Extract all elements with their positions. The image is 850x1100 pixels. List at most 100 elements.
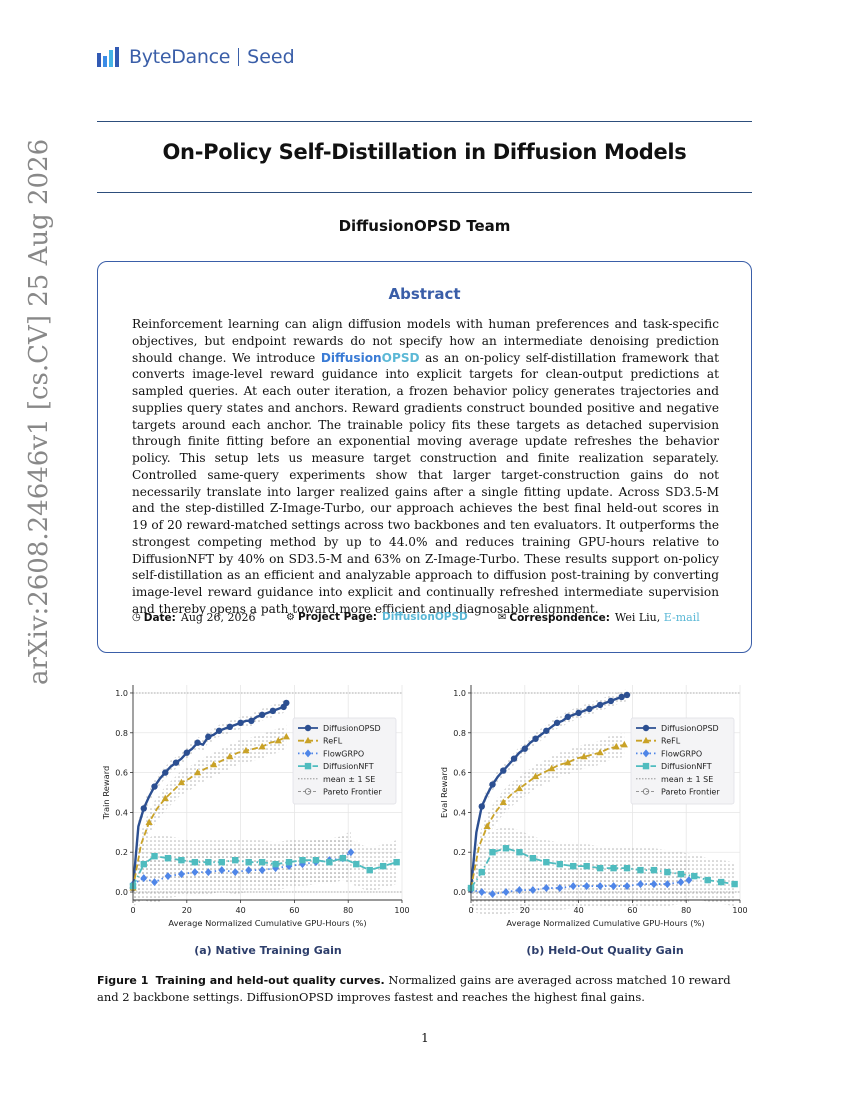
data-point-3-13	[637, 866, 644, 874]
data-point-2-5	[529, 886, 537, 895]
data-point-3-2	[151, 853, 158, 860]
data-point-1-18	[274, 736, 282, 744]
x-tick-label-4: 80	[681, 906, 691, 915]
data-point-3-6	[205, 858, 212, 866]
data-point-3-7	[556, 860, 563, 868]
data-point-2-10	[596, 882, 604, 891]
legend-label-1: ReFL	[323, 737, 343, 746]
method-name-b: OPSD	[381, 350, 420, 365]
data-point-0-16	[215, 727, 223, 734]
data-point-0-10	[183, 749, 190, 756]
chart-eval-reward: 0 20 40 60 80 100 0.0 0.2 0.4 0.6 0.8 1.0 Average No…	[439, 685, 748, 928]
legend-marker-5	[304, 788, 312, 795]
y-tick-label-0: 0.0	[115, 888, 128, 897]
data-point-2-17	[685, 876, 693, 885]
subfigure-b-caption: (b) Held-Out Quality Gain	[526, 944, 684, 957]
data-point-3-17	[353, 860, 360, 868]
data-point-1-10	[210, 760, 218, 768]
legend-label-3: DiffusionNFT	[323, 762, 374, 771]
arxiv-identifier: arXiv:2608.24646v1 [cs.CV] 25 Aug 2026	[24, 138, 54, 685]
data-point-3-8	[232, 856, 239, 864]
data-point-2-4	[516, 886, 523, 895]
legend-label-4: mean ± 1 SE	[661, 775, 713, 784]
correspondence-label: Correspondence:	[509, 611, 610, 624]
x-tick-label-5: 100	[732, 906, 747, 915]
brand-name: ByteDance	[129, 46, 231, 68]
y-tick-label-4: 0.8	[115, 729, 128, 738]
data-point-0-24	[596, 701, 604, 709]
data-point-1-12	[564, 758, 572, 766]
y-tick-label-4: 0.8	[453, 729, 466, 738]
y-tick-label-1: 0.2	[115, 848, 128, 857]
data-point-2-9	[583, 882, 591, 891]
data-point-2-8	[231, 868, 239, 877]
data-point-3-11	[272, 860, 279, 868]
data-point-0-18	[564, 713, 572, 721]
y-tick-label-1: 0.2	[453, 848, 466, 857]
y-axis-label: Eval Reward	[439, 767, 449, 818]
data-point-0-18	[226, 723, 234, 731]
data-point-3-10	[258, 858, 266, 866]
data-point-1-6	[515, 784, 524, 792]
data-point-3-16	[677, 870, 685, 878]
data-point-3-4	[516, 849, 523, 856]
data-point-0-22	[248, 717, 255, 725]
envelope-icon: ✉	[498, 612, 507, 623]
project-link[interactable]: DiffusionOPSD	[382, 611, 468, 623]
legend-marker-2	[642, 749, 650, 758]
data-point-2-2	[489, 890, 496, 899]
data-point-1-12	[226, 752, 234, 760]
data-point-1-4	[161, 794, 169, 802]
legend-label-0: DiffusionOPSD	[323, 724, 381, 733]
data-point-3-7	[218, 858, 225, 866]
legend-marker-0	[304, 724, 312, 732]
data-point-0-16	[553, 719, 561, 727]
legend: DiffusionOPSD ReFL FlowGRPO DiffusionNFT mea…	[292, 717, 397, 805]
data-point-3-6	[543, 858, 550, 866]
date-value: Aug 26, 2026	[180, 611, 256, 624]
data-point-3-1	[478, 868, 485, 876]
data-point-2-12	[623, 882, 631, 891]
globe-icon: ⚙	[286, 611, 295, 623]
data-point-3-19	[379, 862, 387, 870]
abstract-text-part2: as an on-policy self-distillation framew…	[132, 350, 719, 616]
legend-marker-0	[642, 724, 650, 732]
data-point-0-24	[258, 711, 266, 719]
data-point-0-20	[237, 719, 244, 727]
data-point-3-8	[570, 862, 577, 870]
legend-label-5: Pareto Frontier	[661, 788, 720, 797]
legend-label-5: Pareto Frontier	[323, 788, 382, 797]
figure-caption-text: Normalized gains are averaged across mat…	[97, 973, 731, 1004]
data-point-2-7	[218, 866, 226, 875]
email-link[interactable]: E-mail	[663, 611, 700, 624]
legend-label-0: DiffusionOPSD	[661, 724, 719, 733]
project-label: Project Page:	[297, 611, 378, 623]
data-point-0-2	[478, 803, 485, 810]
y-tick-label-5: 1.0	[115, 689, 128, 698]
data-point-1-8	[193, 768, 202, 776]
date-meta: ◷ Date: Aug 26, 2026	[132, 611, 255, 624]
legend-marker-1	[642, 736, 650, 744]
legend-marker-5	[642, 788, 650, 795]
data-point-2-14	[650, 880, 658, 889]
data-point-3-17	[691, 872, 698, 880]
data-point-2-13	[637, 880, 644, 889]
data-point-0-14	[205, 733, 212, 740]
method-name-a: Diffusion	[320, 350, 382, 365]
legend-box	[292, 717, 397, 805]
data-point-0-20	[575, 709, 582, 717]
data-point-3-5	[191, 858, 199, 866]
figure-caption-label: Figure 1	[97, 974, 149, 987]
legend-label-1: ReFL	[661, 737, 681, 746]
data-point-3-15	[326, 858, 333, 866]
data-point-2-2	[151, 878, 158, 887]
data-point-3-5	[529, 854, 537, 862]
title-rule-bottom	[97, 192, 752, 193]
data-point-2-6	[542, 884, 550, 893]
data-point-2-9	[245, 866, 253, 875]
data-point-3-3	[164, 854, 172, 862]
data-point-0-8	[172, 759, 180, 766]
x-tick-label-3: 60	[627, 906, 637, 915]
data-point-2-16	[677, 878, 685, 887]
legend-label-2: FlowGRPO	[661, 749, 702, 758]
